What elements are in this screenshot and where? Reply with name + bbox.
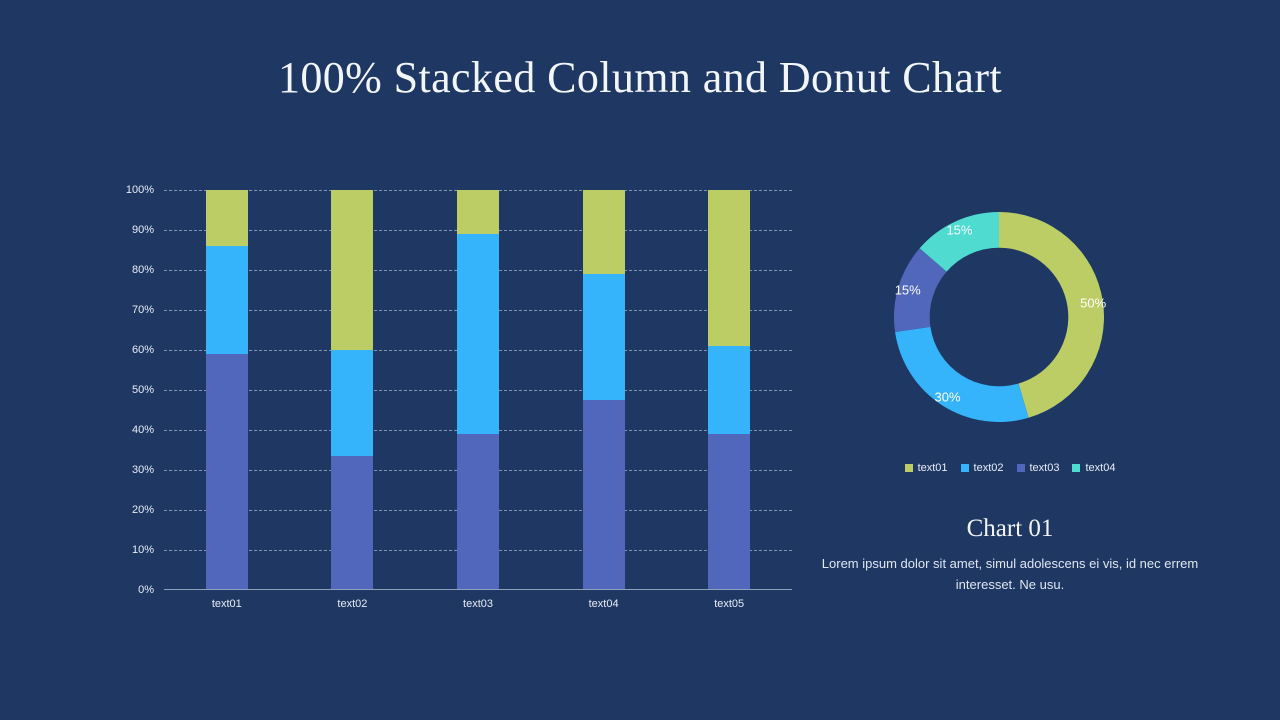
bar-segment-text01[interactable] — [457, 190, 499, 234]
x-axis-line — [164, 589, 792, 590]
bar-segment-text02[interactable] — [708, 346, 751, 434]
donut-slice-text04[interactable] — [919, 212, 999, 272]
donut-chart: 50% 30% 15% 15% — [890, 208, 1108, 426]
bar-segment-text03[interactable] — [205, 354, 248, 590]
bar-column[interactable] — [708, 190, 751, 590]
y-axis-tick-label: 70% — [131, 304, 154, 316]
donut-value-label: 15% — [946, 222, 973, 238]
bar-column[interactable] — [457, 190, 499, 590]
bars-layer — [164, 190, 792, 590]
caption-body: Lorem ipsum dolor sit amet, simul adoles… — [821, 556, 1199, 592]
legend-swatch-icon — [904, 464, 913, 472]
legend-label: text04 — [1085, 462, 1116, 474]
bar-column[interactable] — [205, 190, 248, 590]
page-title: 100% Stacked Column and Donut Chart — [277, 53, 1002, 102]
y-axis-tick-label: 50% — [131, 384, 154, 396]
y-axis-tick-label: 60% — [131, 344, 154, 356]
bar-segment-text02[interactable] — [331, 350, 374, 456]
donut-legend: text01 text02 text03 text04 — [830, 462, 1190, 474]
x-axis-labels: text01 text02 text03 text04 text05 — [164, 598, 792, 620]
legend-label: text01 — [917, 462, 948, 474]
bar-segment-text02[interactable] — [205, 246, 248, 354]
y-axis-tick-label: 10% — [131, 544, 154, 556]
donut-value-label: 50% — [1080, 295, 1107, 311]
x-axis-category-label: text01 — [211, 598, 242, 610]
y-axis-tick-label: 30% — [131, 464, 154, 476]
x-axis-category-label: text04 — [588, 598, 619, 610]
bar-column[interactable] — [331, 190, 374, 590]
bar-segment-text01[interactable] — [582, 190, 625, 274]
caption-heading: Chart 01 — [966, 515, 1054, 542]
legend-swatch-icon — [960, 464, 969, 472]
bar-column[interactable] — [582, 190, 625, 590]
donut-svg — [894, 212, 1104, 422]
legend-item[interactable]: text04 — [1072, 462, 1115, 474]
bar-segment-text03[interactable] — [582, 400, 625, 590]
bar-segment-text03[interactable] — [708, 434, 751, 590]
legend-label: text02 — [973, 462, 1004, 474]
donut-slice-text02[interactable] — [895, 326, 1029, 422]
legend-label: text03 — [1029, 462, 1060, 474]
y-axis-tick-label: 100% — [125, 184, 154, 196]
y-axis-tick-label: 90% — [131, 224, 154, 236]
bar-segment-text03[interactable] — [331, 456, 374, 590]
stacked-column-chart: 0% 10% 20% 30% 40% 50% 60% 70% 80% 90% 100% text01… — [112, 184, 792, 610]
bar-segment-text03[interactable] — [457, 434, 499, 590]
y-axis-tick-label: 0% — [138, 584, 154, 596]
y-axis-tick-label: 80% — [131, 264, 154, 276]
legend-swatch-icon — [1016, 464, 1025, 472]
bar-segment-text01[interactable] — [331, 190, 374, 350]
x-axis-category-label: text05 — [714, 598, 745, 610]
y-axis-tick-label: 20% — [131, 504, 154, 516]
donut-slice-text03[interactable] — [894, 248, 947, 332]
donut-value-label: 15% — [894, 282, 921, 298]
bar-segment-text01[interactable] — [205, 190, 248, 246]
legend-item[interactable]: text01 — [904, 462, 948, 474]
x-axis-category-label: text03 — [463, 598, 493, 610]
donut-value-label: 30% — [934, 389, 961, 405]
y-axis: 0% 10% 20% 30% 40% 50% 60% 70% 80% 90% 100% — [112, 184, 154, 596]
donut-slice-text01[interactable] — [999, 212, 1104, 418]
bar-segment-text02[interactable] — [582, 274, 625, 400]
legend-item[interactable]: text02 — [960, 462, 1004, 474]
bar-segment-text02[interactable] — [457, 234, 499, 434]
y-axis-tick-label: 40% — [131, 424, 154, 436]
legend-swatch-icon — [1072, 464, 1081, 472]
bar-segment-text01[interactable] — [708, 190, 751, 346]
legend-item[interactable]: text03 — [1016, 462, 1060, 474]
plot-area — [164, 190, 792, 590]
x-axis-category-label: text02 — [337, 598, 368, 610]
